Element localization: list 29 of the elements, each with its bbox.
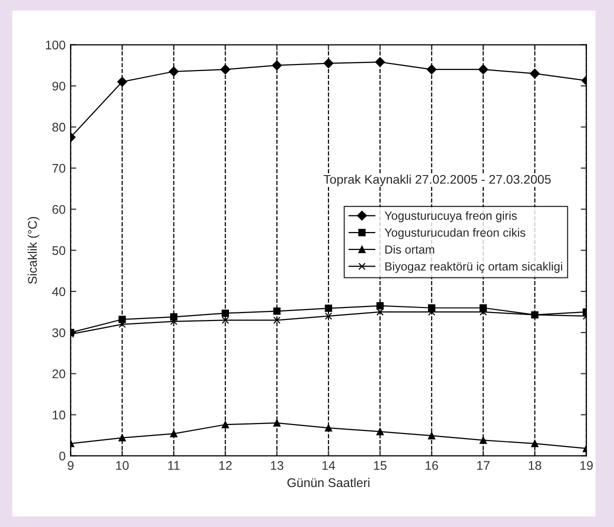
y-tick-label: 50 (52, 246, 66, 255)
x-tick-label: 11 (168, 461, 180, 470)
legend-label: Yogusturucuya freon giris (384, 211, 517, 222)
annotation: Toprak Kaynakli 27.02.2005 - 27.03.2005 (324, 174, 551, 186)
y-axis-title: Sicaklik (°C) (28, 217, 40, 284)
y-tick-label: 80 (52, 122, 66, 132)
y-tick-label: 90 (52, 82, 66, 91)
x-tick-label: 16 (426, 461, 438, 470)
x-tick-label: 9 (68, 461, 74, 470)
x-tick-label: 12 (219, 461, 232, 470)
x-tick-label: 13 (270, 461, 284, 470)
legend-label: Yogusturucudan freon cikis (384, 228, 526, 240)
y-tick-label: 0 (59, 452, 66, 461)
y-tick-label: 30 (52, 328, 66, 338)
x-tick-label: 19 (580, 461, 593, 470)
x-tick-label: 17 (477, 461, 490, 470)
x-tick-label: 10 (116, 461, 129, 470)
x-tick-label: 14 (322, 461, 336, 470)
x-tick-label: 15 (374, 461, 386, 470)
y-tick-label: 60 (52, 205, 66, 214)
y-tick-label: 20 (52, 369, 66, 378)
legend-label: Biyogaz reaktörü iç ortam sicakligi (385, 262, 562, 273)
y-tick-label: 10 (52, 410, 66, 420)
x-tick-label: 18 (528, 461, 542, 470)
legend-label: Dis ortam (385, 245, 434, 254)
y-tick-label: 100 (46, 40, 66, 50)
x-axis-title: Günün Saatleri (287, 478, 370, 488)
y-tick-label: 70 (52, 164, 66, 173)
y-tick-label: 40 (52, 287, 66, 296)
